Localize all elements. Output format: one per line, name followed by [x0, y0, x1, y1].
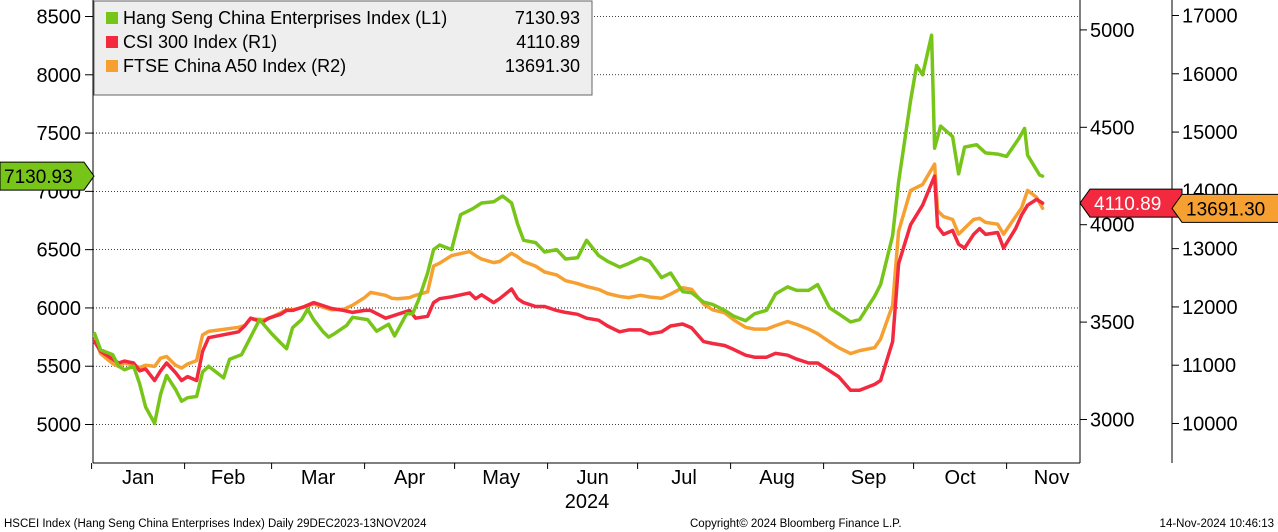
- r2-tick-label-15000: 15000: [1182, 122, 1238, 144]
- legend-box: [93, 0, 593, 96]
- last-value-tag-text: 13691.30: [1186, 199, 1265, 220]
- legend: Hang Seng China Enterprises Index (L1) 71…: [93, 0, 593, 96]
- x-axis-year-label: 2024: [565, 491, 610, 513]
- x-tick-label-oct: Oct: [945, 467, 977, 489]
- r1-tick-label-3500: 3500: [1090, 312, 1135, 334]
- footer-copyright: Copyright© 2024 Bloomberg Finance L.P.: [690, 518, 902, 530]
- r2-tick-label-11000: 11000: [1182, 355, 1236, 377]
- left-tick-label-8500: 8500: [37, 7, 82, 29]
- last-value-tag-shape: [0, 161, 95, 191]
- series-line-csi-300-index-r1: [92, 174, 1045, 393]
- legend-swatch-ftse-china-a50-index-r2: [106, 60, 118, 72]
- r2-tick-label-16000: 16000: [1182, 64, 1238, 86]
- x-tick-label-jun: Jun: [576, 467, 608, 489]
- r1-tick-label-5000: 5000: [1090, 20, 1135, 42]
- last-value-tag-shape: [1171, 193, 1278, 223]
- last-value-tag-text: 7130.93: [4, 167, 73, 188]
- last-value-tag-hang-seng-china-enterprises-index-l1: 7130.93: [0, 161, 95, 191]
- r2-tick-label-17000: 17000: [1182, 5, 1238, 27]
- legend-label-ftse-china-a50-index-r2: FTSE China A50 Index (R2): [123, 56, 346, 76]
- legend-label-hang-seng-china-enterprises-index-l1: Hang Seng China Enterprises Index (L1): [123, 8, 447, 28]
- legend-swatch-csi-300-index-r1: [106, 36, 118, 48]
- x-tick-label-sep: Sep: [851, 467, 887, 489]
- last-value-tags: 7130.93 4110.89 13691.30: [0, 161, 1278, 223]
- left-tick-label-7500: 7500: [37, 123, 82, 145]
- series-layer: [92, 33, 1045, 426]
- last-value-tag-text: 4110.89: [1094, 194, 1161, 215]
- legend-value-csi-300-index-r1: 4110.89: [516, 32, 580, 52]
- legend-value-ftse-china-a50-index-r2: 13691.30: [505, 56, 580, 76]
- last-value-tag-csi-300-index-r1: 4110.89: [1079, 188, 1183, 218]
- left-tick-label-8000: 8000: [37, 65, 82, 87]
- r1-tick-label-4500: 4500: [1090, 117, 1135, 139]
- legend-label-csi-300-index-r1: CSI 300 Index (R1): [123, 32, 277, 52]
- r2-tick-label-13000: 13000: [1182, 239, 1238, 261]
- last-value-tag-shape: [1079, 188, 1183, 218]
- x-tick-label-feb: Feb: [211, 467, 245, 489]
- x-tick-label-jul: Jul: [671, 467, 697, 489]
- x-tick-label-aug: Aug: [759, 467, 795, 489]
- last-value-tag-ftse-china-a50-index-r2: 13691.30: [1171, 193, 1278, 223]
- right-axis-1-ticks: 3000 3500 4000 4500 5000: [1080, 20, 1135, 432]
- r2-tick-label-10000: 10000: [1182, 414, 1238, 436]
- footer-source: HSCEI Index (Hang Seng China Enterprises…: [4, 518, 427, 530]
- x-axis-ticks: Jan Feb Mar Apr May Jun Jul Aug Sep Oct Nov: [91, 463, 1070, 489]
- r2-tick-label-12000: 12000: [1182, 297, 1238, 319]
- x-tick-label-may: May: [482, 467, 520, 489]
- series-line-hang-seng-china-enterprises-index-l1: [92, 33, 1045, 426]
- legend-swatch-hang-seng-china-enterprises-index-l1: [106, 12, 118, 24]
- footer-timestamp: 14-Nov-2024 10:46:13: [1160, 518, 1274, 530]
- x-tick-label-apr: Apr: [394, 467, 425, 489]
- left-tick-label-6000: 6000: [37, 298, 82, 320]
- legend-value-hang-seng-china-enterprises-index-l1: 7130.93: [515, 8, 580, 28]
- r1-tick-label-4000: 4000: [1090, 215, 1135, 237]
- left-tick-label-6500: 6500: [37, 240, 82, 262]
- r1-tick-label-3000: 3000: [1090, 410, 1135, 432]
- series-line-ftse-china-a50-index-r2: [92, 162, 1045, 370]
- x-tick-label-nov: Nov: [1034, 467, 1070, 489]
- x-tick-label-jan: Jan: [122, 467, 154, 489]
- x-tick-label-mar: Mar: [301, 467, 336, 489]
- left-tick-label-5000: 5000: [37, 415, 82, 437]
- left-tick-label-5500: 5500: [37, 356, 82, 378]
